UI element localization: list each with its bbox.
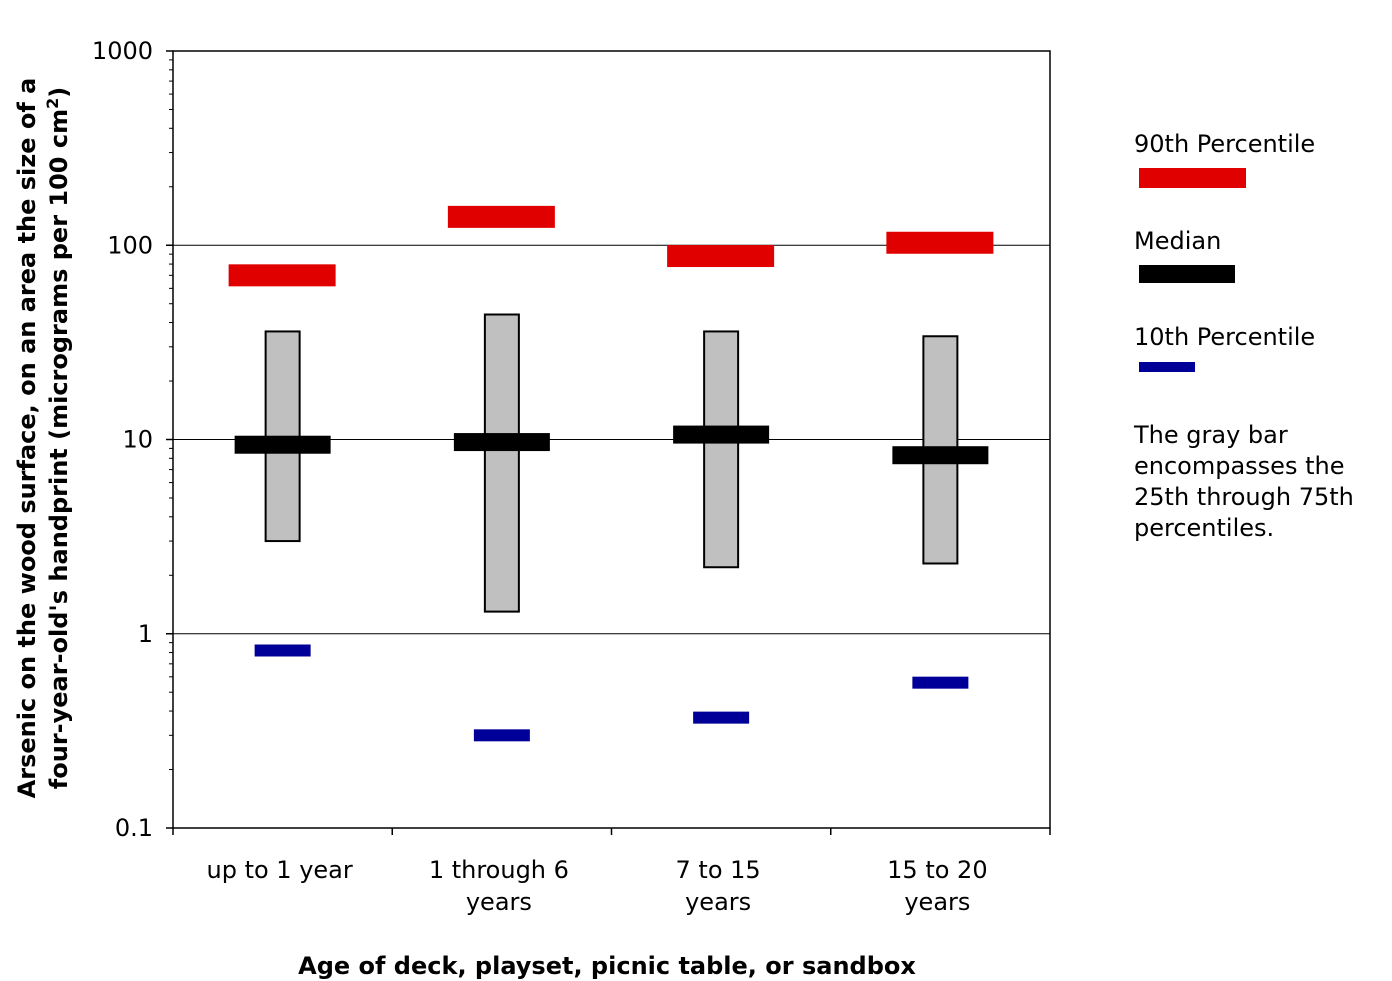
legend-swatch-90th [1139,168,1246,188]
y-tick-label-3: 100 [107,231,153,259]
iqr-bar-2 [703,330,740,569]
p90-mark-0 [228,264,336,287]
median-mark-2 [673,425,770,444]
x-category-label-2: 7 to 15 [676,856,761,884]
x-axis-title: Age of deck, playset, picnic table, or s… [298,952,916,980]
p10-mark-0 [254,644,311,657]
p90-mark-2 [667,245,775,268]
y-axis-title-superscript: 2 [43,98,62,109]
y-axis-title-line2-end: ) [45,87,73,98]
legend-item-10th: 10th Percentile [1134,323,1316,372]
legend-label-10th: 10th Percentile [1134,323,1316,351]
x-category-label-2-line2: years [685,888,751,916]
legend-item-median: Median [1134,227,1235,283]
iqr-bar-1 [483,313,520,613]
y-axis-title-line2: four-year-old's handprint (micrograms pe… [43,87,74,789]
p10-mark-1 [473,729,530,742]
y-axis-title-line2-main: four-year-old's handprint (micrograms pe… [45,109,73,789]
x-category-labels: up to 1 year 1 through 6 years 7 to 15 years… [172,828,1051,916]
median-mark-3 [892,446,989,465]
data-marks [228,205,994,742]
p90-mark-1 [447,205,555,228]
legend-label-median: Median [1134,227,1222,255]
y-tick-labels: 0.1 1 10 100 1000 [92,37,153,842]
median-mark-1 [453,433,550,452]
p90-mark-3 [886,231,994,254]
median-mark-0 [234,435,331,454]
legend-item-90th: 90th Percentile [1134,130,1316,188]
y-tick-label-1: 1 [138,620,153,648]
legend-swatch-median [1139,265,1235,283]
x-category-label-3-line2: years [904,888,970,916]
legend-note: The gray bar encompasses the 25th throug… [1134,421,1354,542]
y-tick-label-2: 10 [122,426,153,454]
legend-label-90th: 90th Percentile [1134,130,1316,158]
p10-mark-2 [693,711,750,724]
y-axis-title-line1: Arsenic on the wood surface, on an area … [13,78,41,799]
x-category-label-0: up to 1 year [207,856,353,884]
x-category-label-3: 15 to 20 [887,856,987,884]
x-category-label-1: 1 through 6 [429,856,569,884]
p10-mark-3 [912,676,969,689]
legend-swatch-10th [1139,362,1195,372]
y-tick-label-4: 1000 [92,37,153,65]
x-category-label-1-line2: years [466,888,532,916]
y-tick-label-0: 0.1 [115,814,153,842]
